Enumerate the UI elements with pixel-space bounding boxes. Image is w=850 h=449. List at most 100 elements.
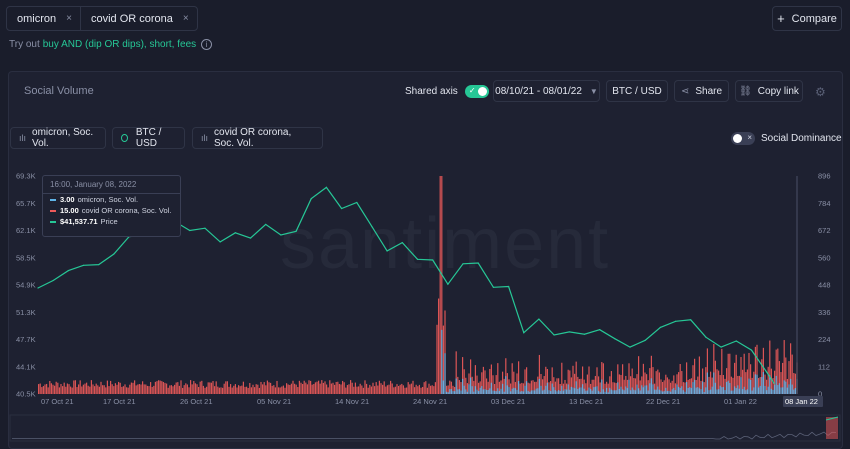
share-button[interactable]: ⋖ Share bbox=[674, 80, 729, 102]
covid-bar bbox=[438, 298, 440, 394]
omicron-bar bbox=[766, 390, 768, 394]
covid-bar bbox=[148, 386, 150, 394]
covid-bar bbox=[569, 370, 571, 394]
covid-bar bbox=[106, 380, 108, 394]
covid-bar bbox=[113, 386, 115, 394]
covid-bar bbox=[58, 387, 60, 394]
covid-bar bbox=[324, 381, 326, 394]
compare-button[interactable]: + Compare bbox=[772, 6, 842, 31]
omicron-bar bbox=[681, 386, 683, 394]
omicron-bar bbox=[468, 384, 470, 394]
covid-bar bbox=[262, 384, 264, 394]
covid-bar bbox=[217, 386, 219, 394]
covid-bar bbox=[564, 379, 566, 394]
covid-bar bbox=[516, 373, 518, 394]
covid-bar bbox=[737, 375, 739, 394]
omicron-bar bbox=[527, 390, 529, 394]
covid-bar bbox=[649, 368, 651, 394]
price-point bbox=[432, 259, 434, 261]
covid-bar bbox=[145, 384, 147, 394]
social-dominance-control[interactable]: × Social Dominance bbox=[731, 132, 842, 145]
covid-bar bbox=[201, 380, 203, 394]
covid-bar bbox=[586, 374, 588, 394]
omicron-bar bbox=[668, 390, 670, 394]
omicron-bar bbox=[452, 391, 454, 394]
omicron-bar bbox=[713, 372, 715, 394]
social-dominance-toggle[interactable]: × bbox=[731, 132, 755, 145]
covid-bar bbox=[785, 357, 787, 394]
price-point bbox=[507, 285, 510, 288]
covid-bar bbox=[190, 380, 192, 394]
covid-bar bbox=[54, 385, 56, 394]
covid-bar bbox=[441, 176, 443, 394]
covid-bar bbox=[452, 385, 454, 394]
date-range-picker[interactable]: 08/10/21 - 08/01/22 ▼ bbox=[493, 80, 600, 102]
covid-bar bbox=[206, 386, 208, 394]
gear-icon[interactable]: ⚙ bbox=[815, 85, 826, 99]
omicron-bar bbox=[737, 385, 739, 394]
close-icon[interactable]: × bbox=[66, 13, 72, 24]
omicron-bar bbox=[626, 388, 628, 394]
metric-covid-or-corona[interactable]: ılı covid OR corona, Soc. Vol. bbox=[192, 127, 323, 149]
covid-bar bbox=[390, 380, 392, 394]
covid-bar bbox=[630, 376, 632, 394]
covid-bar bbox=[554, 381, 556, 394]
shared-axis-toggle[interactable]: ✓ bbox=[464, 85, 489, 98]
omicron-bar bbox=[690, 388, 692, 394]
covid-bar bbox=[340, 384, 342, 394]
covid-bar bbox=[399, 384, 401, 394]
close-icon[interactable]: × bbox=[182, 13, 189, 24]
metric-btc-usd[interactable]: BTC / USD bbox=[112, 127, 185, 149]
navigator-selection[interactable] bbox=[826, 417, 838, 439]
covid-bar bbox=[78, 384, 80, 394]
covid-bar bbox=[39, 383, 41, 394]
covid-bar bbox=[636, 374, 638, 394]
covid-bar bbox=[567, 369, 569, 394]
tooltip-row-covid: 15.00 covid OR corona, Soc. Vol. bbox=[43, 205, 180, 216]
covid-bar bbox=[266, 380, 268, 394]
covid-bar bbox=[50, 383, 52, 394]
omicron-bar bbox=[471, 386, 473, 394]
omicron-bar bbox=[543, 389, 545, 394]
covid-bar bbox=[274, 387, 276, 394]
omicron-bar bbox=[604, 391, 606, 394]
omicron-bar bbox=[673, 387, 675, 394]
covid-bar bbox=[166, 383, 168, 394]
covid-bar bbox=[330, 383, 332, 394]
covid-bar bbox=[431, 385, 433, 394]
covid-bar bbox=[463, 369, 465, 394]
omicron-bar bbox=[508, 387, 510, 394]
covid-bar bbox=[169, 385, 171, 394]
omicron-bar bbox=[633, 389, 635, 394]
omicron-bar bbox=[590, 389, 592, 394]
shared-axis-control[interactable]: Shared axis ✓ bbox=[405, 85, 489, 98]
covid-bar bbox=[782, 362, 784, 394]
info-icon[interactable]: i bbox=[201, 39, 213, 50]
covid-bar bbox=[622, 364, 624, 394]
covid-bar bbox=[575, 361, 577, 394]
pair-selector[interactable]: BTC / USD bbox=[606, 80, 668, 102]
covid-bar bbox=[524, 369, 526, 394]
y-right-tick-label: 448 bbox=[818, 281, 831, 290]
covid-bar bbox=[207, 382, 209, 394]
x-highlight-label: 08 Jan 22 bbox=[785, 397, 818, 406]
omicron-bar bbox=[746, 389, 748, 394]
covid-bar bbox=[105, 387, 107, 394]
tag-omicron[interactable]: omicron × bbox=[7, 7, 80, 30]
covid-bar bbox=[506, 373, 508, 394]
navigator-overview[interactable] bbox=[9, 414, 841, 442]
tag-covid-or-corona[interactable]: covid OR corona × bbox=[79, 7, 197, 30]
try-out-link[interactable]: buy AND (dip OR dips), short, fees bbox=[42, 39, 197, 50]
omicron-bar bbox=[559, 390, 561, 394]
omicron-bar bbox=[594, 386, 596, 394]
covid-bar bbox=[375, 382, 377, 394]
copy-link-button[interactable]: ⛓ Copy link bbox=[735, 80, 803, 102]
covid-bar bbox=[178, 385, 180, 394]
metric-omicron[interactable]: ılı omicron, Soc. Vol. bbox=[10, 127, 106, 149]
covid-bar bbox=[228, 386, 230, 394]
search-tag-group: omicron × covid OR corona × bbox=[6, 6, 198, 31]
price-point bbox=[416, 258, 419, 260]
omicron-bar bbox=[665, 387, 667, 394]
covid-bar bbox=[433, 386, 435, 394]
